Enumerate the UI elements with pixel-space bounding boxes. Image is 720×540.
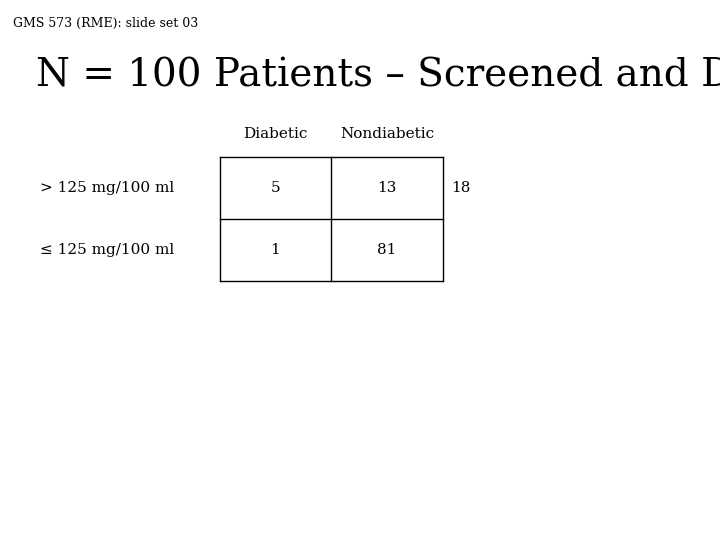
Text: Diabetic: Diabetic [243, 127, 307, 141]
Text: Nondiabetic: Nondiabetic [340, 127, 434, 141]
Text: > 125 mg/100 ml: > 125 mg/100 ml [40, 181, 174, 194]
Text: N = 100 Patients – Screened and Diagnosed: N = 100 Patients – Screened and Diagnose… [36, 57, 720, 94]
Text: 18: 18 [451, 181, 471, 194]
Text: 1: 1 [271, 243, 280, 256]
Text: GMS 573 (RME): slide set 03: GMS 573 (RME): slide set 03 [13, 17, 198, 30]
Text: ≤ 125 mg/100 ml: ≤ 125 mg/100 ml [40, 243, 174, 256]
Text: 5: 5 [271, 181, 280, 194]
Text: 81: 81 [377, 243, 397, 256]
Text: 13: 13 [377, 181, 397, 194]
